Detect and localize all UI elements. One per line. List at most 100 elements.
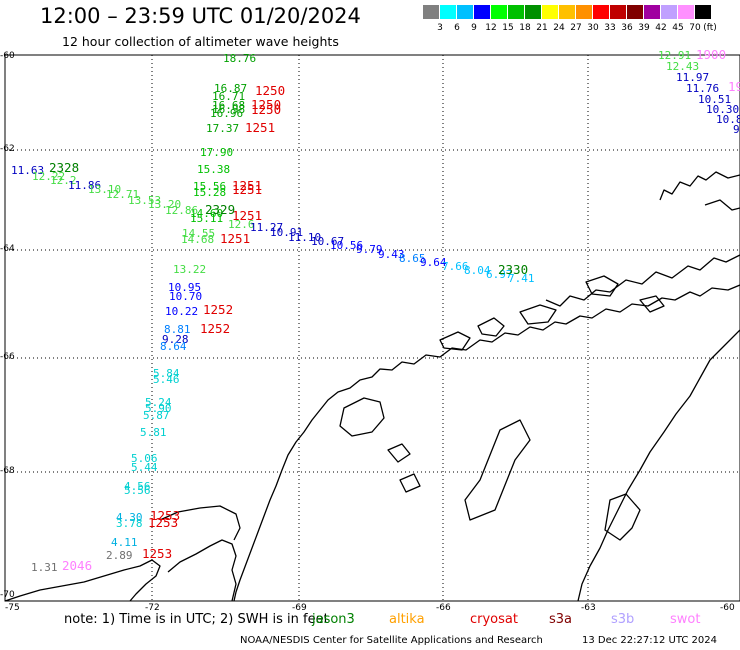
lon-label: -66 [436,603,451,613]
pass-time-label: 1253 [148,515,179,530]
wave-height-label: 12.22 [32,170,66,183]
wave-height-label: 10.70 [169,290,203,303]
ice-shelf-edge-2 [604,493,641,541]
wave-height-label: 13.10 [88,183,122,196]
footnote: note: 1) Time is in UTC; 2) SWH is in fe… [64,612,329,627]
pass-time-label: 19 [728,79,740,94]
scale-swatch [474,5,490,19]
pass-time-label: 1251 [232,208,263,223]
wave-height-label: 13.53 [128,194,162,207]
wave-height-label: 9.43 [378,248,405,261]
coastline-alexander [4,559,161,602]
scale-swatch [695,5,711,19]
wave-height-label: 15.11 [190,212,224,225]
lat-lon-grid [5,55,740,601]
wave-height-label: 3.78 [116,517,143,530]
island-5 [639,295,665,313]
coastline-inner-bays [545,254,740,307]
scale-swatch [559,5,575,19]
wave-height-label: 10.30 [706,103,740,116]
scale-swatch [457,5,473,19]
island-small-a [387,443,411,463]
lat-label: -66 [0,352,15,362]
scale-swatch [491,5,507,19]
coastline-east [577,329,740,602]
scale-swatch [508,5,524,19]
pass-time-label: 1900 [696,47,727,62]
wave-height-label: 12.43 [666,60,700,73]
wave-height-label: 2.89 [106,549,133,562]
wave-height-label: 11.63 [11,164,45,177]
island-small-b [399,473,421,493]
scale-label: 12 [485,23,497,33]
wave-height-label: 10.67 [311,235,345,248]
wave-height-label: 17.90 [200,146,234,159]
mission-legend-s3a: s3a [549,612,573,627]
scale-label: 42 [655,23,667,33]
scale-label: 39 [638,23,650,33]
scale-swatch [678,5,694,19]
scale-swatch [644,5,660,19]
lat-label: -70 [0,590,15,600]
coastline-bay [159,505,241,541]
ice-shelf-edge [464,419,531,521]
scale-swatch [440,5,456,19]
wave-height-label: 10.22 [165,305,199,318]
pass-time-label: 1253 [142,546,173,561]
generated-timestamp: 13 Dec 22:27:12 UTC 2024 [582,635,717,646]
wave-height-label: 9.64 [420,256,447,269]
lon-label: -72 [145,603,160,613]
wave-height-label: 6.97 [486,268,513,281]
scale-swatch [661,5,677,19]
coastline-upper-islands [659,171,740,211]
scale-label: 6 [454,23,460,33]
wave-height-label: 5.24 [145,396,172,409]
lat-label: -68 [0,466,15,476]
map-subtitle: 12 hour collection of altimeter wave hei… [62,34,339,49]
pass-time-label: 2329 [205,202,236,217]
wave-height-label: 4.30 [116,511,143,524]
lat-label: -64 [0,244,15,254]
pass-time-label: 2328 [49,160,80,175]
pass-time-label: 1251 [232,182,263,197]
wave-height-label: 16.98 [212,103,246,116]
wave-height-label: 12.91 [658,49,692,62]
scale-swatch [610,5,626,19]
wave-height-label: 10.91 [270,226,304,239]
wave-height-label: 12.6 [228,218,255,231]
wave-height-label: 17.37 [206,122,240,135]
wave-height-label: 8.64 [160,340,187,353]
wave-height-label: 10.95 [168,281,202,294]
scale-label: 45 [672,23,684,33]
lon-label: -63 [581,603,596,613]
lon-label: -60 [720,603,735,613]
mission-legend-jason3: jason3 [312,612,355,627]
wave-height-label: 5.46 [153,373,180,386]
scale-label: 36 [621,23,633,33]
scale-unit-label: (ft) [703,23,717,33]
map-frame [4,54,740,602]
wave-height-label: 10.56 [330,239,364,252]
pass-time-label: 1252 [200,321,231,336]
wave-height-label: 7.41 [508,272,535,285]
map-title: 12:00 – 23:59 UTC 01/20/2024 [40,4,361,28]
wave-height-label: 5.81 [140,426,167,439]
wave-height-label: 9.79 [356,243,383,256]
island-2 [585,275,619,297]
scale-label: 3 [437,23,443,33]
wave-height-label: 14.68 [181,233,215,246]
wave-height-label: 12.71 [106,188,140,201]
scale-swatch [542,5,558,19]
wave-height-label: 9.28 [162,333,189,346]
wave-height-label: 5.06 [131,452,158,465]
pass-time-label: 1250 [251,102,282,117]
wave-height-label: 11.27 [250,221,284,234]
scale-label: 21 [536,23,548,33]
pass-time-label: 1251 [245,120,276,135]
wave-height-label: 8.81 [164,323,191,336]
pass-time-label: 1250 [255,83,286,98]
wave-height-label: 5.87 [143,409,170,422]
lon-label: -75 [5,603,20,613]
wave-height-label: 4.11 [111,536,138,549]
wave-height-label: 11.76 [686,82,720,95]
